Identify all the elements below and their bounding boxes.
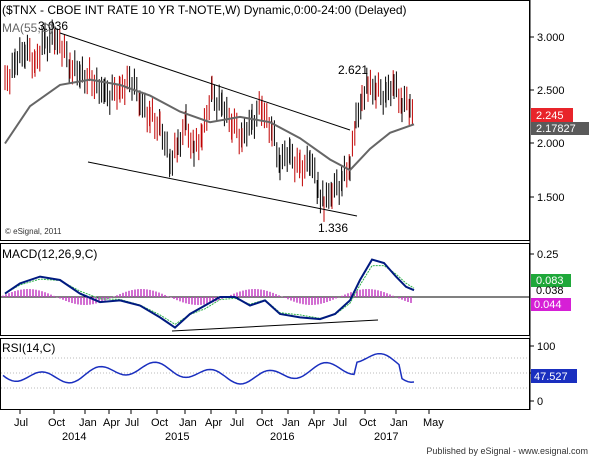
price-tick-3: 1.500 xyxy=(537,192,565,204)
macd-label: MACD(12,26,9,C) xyxy=(2,247,97,261)
x-month-label: Jan xyxy=(79,417,97,429)
x-month-label: Apr xyxy=(308,417,325,429)
x-year-label: 2015 xyxy=(165,431,189,443)
price-tick-2: 2.000 xyxy=(537,138,565,150)
price-y-ticks: 3.000 2.500 2.000 1.500 xyxy=(530,32,565,204)
macd-histogram xyxy=(2,289,412,305)
x-month-label: May xyxy=(423,417,444,429)
x-month-label: Apr xyxy=(103,417,120,429)
macd-signal-badge-bg xyxy=(531,274,571,287)
rsi-badge-bg xyxy=(531,369,577,383)
x-month-label: Oct xyxy=(151,417,168,429)
macd-panel xyxy=(0,243,530,336)
rsi-tick-2: 0 xyxy=(537,396,543,408)
macd-hist-badge: 0.044 xyxy=(534,299,562,311)
x-year-label: 2016 xyxy=(270,431,294,443)
macd-hist-badge-bg xyxy=(531,298,571,311)
x-month-label: Oct xyxy=(48,417,65,429)
x-year-label: 2014 xyxy=(62,431,86,443)
resistance-trendline xyxy=(59,32,351,131)
ma-badge-bg xyxy=(531,122,589,135)
macd-line xyxy=(4,258,415,329)
macd-badge: 0.038 xyxy=(536,285,564,297)
x-month-label: Jan xyxy=(390,417,408,429)
x-month-label: Oct xyxy=(359,417,376,429)
annotation-high: 3.036 xyxy=(38,19,68,33)
rsi-tick-0: 100 xyxy=(537,341,555,353)
macd-signal-badge: 0.083 xyxy=(536,275,564,287)
x-month-label: Jul xyxy=(333,417,347,429)
x-month-label: Apr xyxy=(205,417,222,429)
rsi-line xyxy=(2,352,415,385)
chart-title: ($TNX - CBOE INT RATE 10 YR T-NOTE,W) Dy… xyxy=(2,3,407,17)
x-month-label: Jan xyxy=(282,417,300,429)
annotation-mid-high: 2.621 xyxy=(338,63,368,77)
macd-trendline xyxy=(171,319,379,332)
macd-tick-0: 0.25 xyxy=(537,249,558,261)
x-month-label: Jul xyxy=(125,417,139,429)
moving-average-line xyxy=(4,78,415,172)
price-badge: 2.245 xyxy=(536,110,564,122)
ma-label: MA(55,C) xyxy=(2,21,53,35)
price-tick-0: 3.000 xyxy=(537,32,565,44)
price-tick-1: 2.500 xyxy=(537,85,565,97)
annotation-low: 1.336 xyxy=(318,221,348,235)
rsi-badge: 47.527 xyxy=(534,371,568,383)
footer-credit: Published by eSignal - www.esignal.com xyxy=(426,446,588,456)
watermark: © eSignal, 2011 xyxy=(5,227,62,236)
price-badge-bg xyxy=(531,108,573,122)
ma-badge: 2.17827 xyxy=(536,123,576,135)
rsi-label: RSI(14,C) xyxy=(2,341,55,355)
support-trendline xyxy=(87,161,358,217)
macd-signal-line xyxy=(4,265,415,325)
x-month-label: Jan xyxy=(179,417,197,429)
x-month-label: Jul xyxy=(14,417,28,429)
rsi-panel xyxy=(0,338,530,410)
x-year-label: 2017 xyxy=(374,431,398,443)
x-axis: Jul Oct Jan Apr Jul Oct Jan Apr Jul Oct Jan Apr Jul O… xyxy=(14,410,444,443)
x-month-label: Jul xyxy=(230,417,244,429)
x-month-label: Oct xyxy=(256,417,273,429)
